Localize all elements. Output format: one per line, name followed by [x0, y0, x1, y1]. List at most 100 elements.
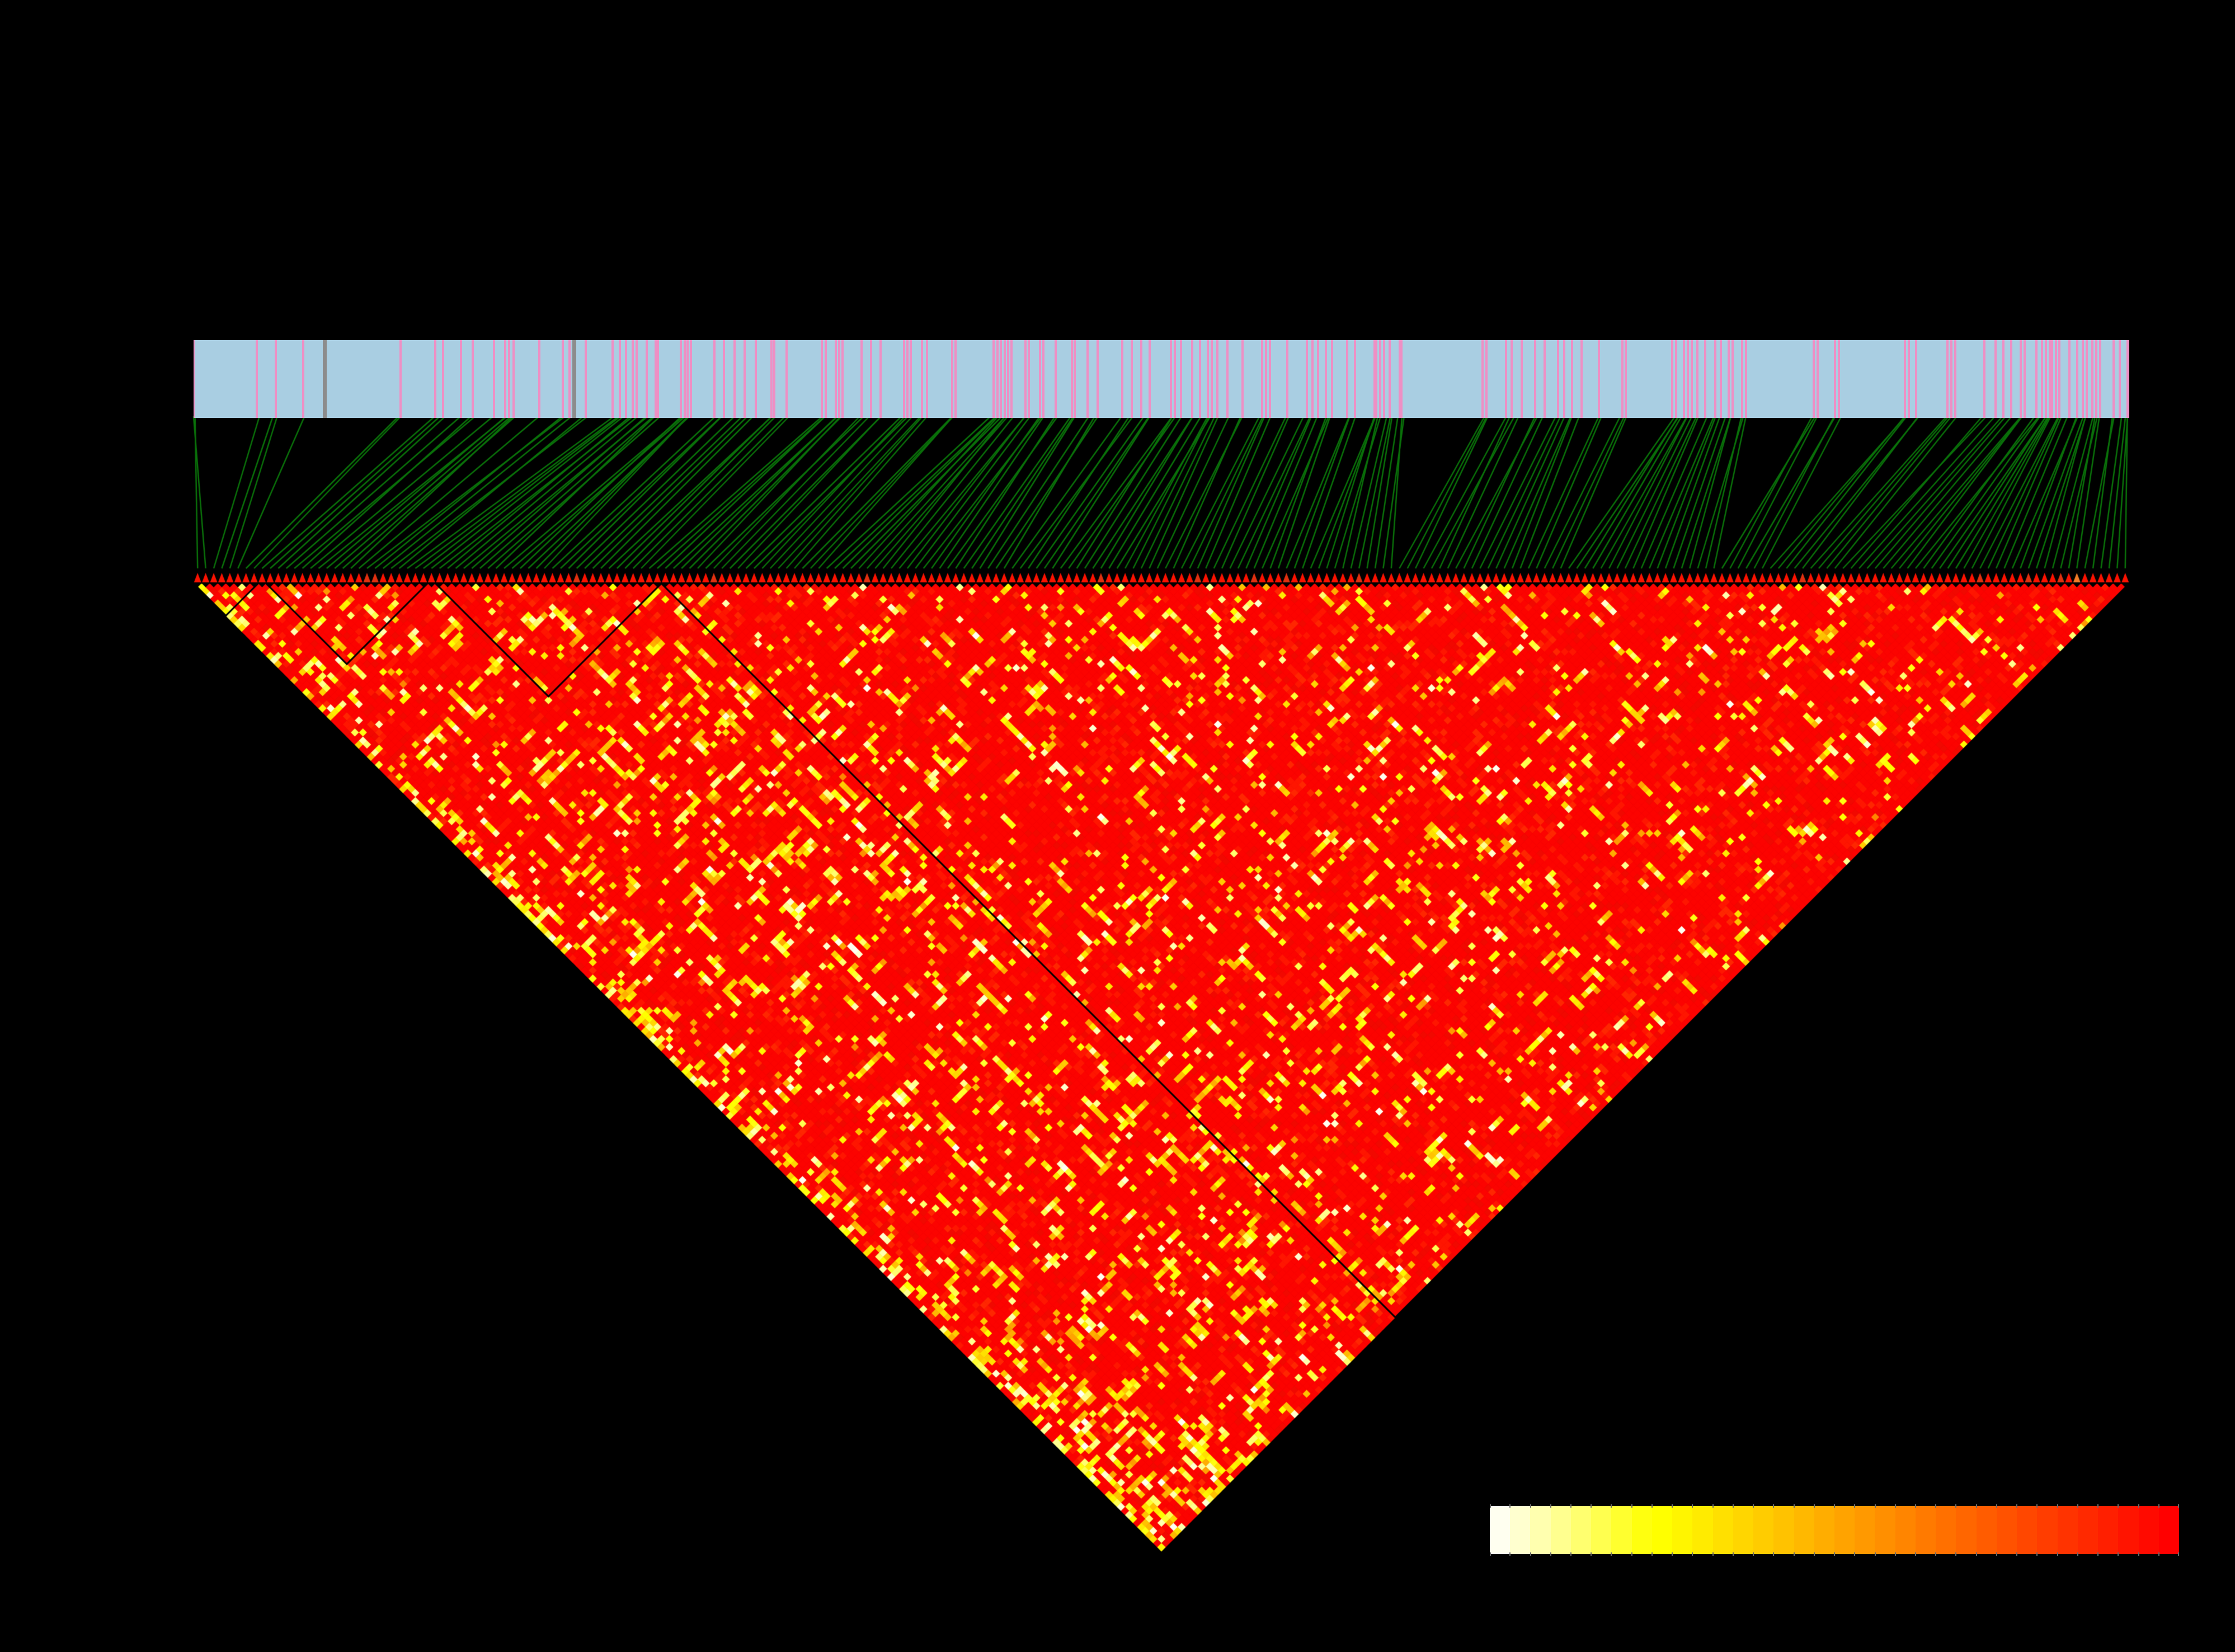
- color-key-boundary-tick: [1834, 1504, 1835, 1508]
- color-key-boundary-tick: [2178, 1552, 2179, 1556]
- color-key-block: [1631, 1506, 1652, 1554]
- snp-position-tick: [683, 340, 686, 418]
- snp-position-tick: [689, 340, 692, 418]
- color-key-boundary-tick: [1874, 1504, 1876, 1508]
- snp-position-tick: [723, 340, 726, 418]
- snp-position-tick: [459, 340, 462, 418]
- color-key-block: [1692, 1506, 1713, 1554]
- snp-position-tick: [508, 340, 511, 418]
- snp-position-tick: [618, 340, 621, 418]
- snp-position-tick: [1375, 340, 1378, 418]
- color-key-boundary-tick: [2097, 1552, 2099, 1556]
- color-key-boundary-tick: [1692, 1552, 1693, 1556]
- snp-position-tick: [441, 340, 444, 418]
- snp-position-tick: [1179, 340, 1182, 418]
- color-key-boundary-tick: [1530, 1504, 1531, 1508]
- snp-position-tick: [1325, 340, 1328, 418]
- color-key-boundary-tick: [1813, 1504, 1815, 1508]
- color-key-boundary-tick: [1732, 1552, 1734, 1556]
- color-key-boundary-tick: [2118, 1552, 2119, 1556]
- color-key-boundary-tick: [1611, 1504, 1612, 1508]
- snp-position-tick: [1131, 340, 1133, 418]
- snp-position-tick: [1121, 340, 1124, 418]
- snp-position-tick: [755, 340, 757, 418]
- snp-position-tick: [1038, 340, 1041, 418]
- snp-position-tick: [686, 340, 689, 418]
- snp-position-tick: [1006, 340, 1009, 418]
- snp-position-tick: [1317, 340, 1320, 418]
- color-key-boundary-tick: [1732, 1504, 1734, 1508]
- snp-position-tick: [1170, 340, 1173, 418]
- snp-position-tick: [785, 340, 788, 418]
- snp-position-tick: [2054, 340, 2057, 418]
- snp-position-tick: [2068, 340, 2071, 418]
- snp-position-tick: [1373, 340, 1376, 418]
- color-key-boundary-tick: [1914, 1504, 1916, 1508]
- color-key-block: [1712, 1506, 1733, 1554]
- snp-position-tick: [1704, 340, 1707, 418]
- color-key-boundary-tick: [2016, 1552, 2018, 1556]
- snp-position-tick: [2095, 340, 2098, 418]
- gray-position-tick: [572, 340, 577, 418]
- color-key-boundary-tick: [1773, 1504, 1775, 1508]
- snp-position-tick: [1983, 340, 1985, 418]
- snp-position-tick: [1907, 340, 1910, 418]
- color-key-boundary-tick: [1834, 1552, 1835, 1556]
- color-key-boundary-tick: [1975, 1504, 1977, 1508]
- color-key-boundary-tick: [2057, 1552, 2058, 1556]
- snp-position-tick: [1570, 340, 1573, 418]
- snp-position-tick: [1140, 340, 1142, 418]
- snp-position-tick: [1816, 340, 1819, 418]
- snp-position-tick: [2045, 340, 2048, 418]
- color-key-boundary-tick: [1591, 1504, 1592, 1508]
- color-key-boundary-tick: [1793, 1552, 1795, 1556]
- snp-position-tick: [2010, 340, 2012, 418]
- snp-position-tick: [1260, 340, 1263, 418]
- snp-position-tick: [1915, 340, 1918, 418]
- color-key-block: [1510, 1506, 1531, 1554]
- snp-position-tick: [2099, 340, 2102, 418]
- snp-position-tick: [1727, 340, 1730, 418]
- snp-position-tick: [1264, 340, 1267, 418]
- snp-position-tick: [2049, 340, 2052, 418]
- snp-position-tick: [1481, 340, 1484, 418]
- snp-position-tick: [654, 340, 657, 418]
- snp-position-tick: [1741, 340, 1743, 418]
- color-key-boundary-tick: [1631, 1504, 1632, 1508]
- color-key-boundary-tick: [1550, 1552, 1551, 1556]
- snp-position-tick: [773, 340, 775, 418]
- snp-position-tick: [2041, 340, 2044, 418]
- color-key-boundary-tick: [1935, 1552, 1937, 1556]
- snp-position-tick: [1994, 340, 1997, 418]
- snp-position-tick: [1207, 340, 1209, 418]
- color-key-block: [1530, 1506, 1551, 1554]
- color-key-boundary-tick: [1550, 1504, 1551, 1508]
- snp-position-tick: [1024, 340, 1027, 418]
- snp-position-tick: [1003, 340, 1006, 418]
- color-key-block: [2098, 1506, 2119, 1554]
- color-key-block: [1773, 1506, 1794, 1554]
- snp-position-tick: [1813, 340, 1815, 418]
- snp-position-tick: [1838, 340, 1840, 418]
- color-key-block: [1550, 1506, 1571, 1554]
- snp-position-tick: [770, 340, 773, 418]
- color-key-boundary-tick: [1490, 1504, 1491, 1508]
- snp-position-tick: [820, 340, 823, 418]
- snp-position-tick: [568, 340, 571, 418]
- snp-position-tick: [1074, 340, 1076, 418]
- color-key-boundary-tick: [2178, 1504, 2179, 1508]
- color-key-block: [2017, 1506, 2038, 1554]
- snp-position-tick: [1191, 340, 1194, 418]
- snp-position-tick: [1520, 340, 1523, 418]
- snp-position-tick: [910, 340, 912, 418]
- snp-position-tick: [1954, 340, 1956, 418]
- color-key-boundary-tick: [1996, 1504, 1997, 1508]
- snp-position-tick: [1485, 340, 1488, 418]
- color-key-boundary-tick: [1509, 1504, 1511, 1508]
- snp-position-tick: [1504, 340, 1507, 418]
- snp-position-tick: [1149, 340, 1151, 418]
- snp-position-tick: [645, 340, 648, 418]
- snp-position-tick: [1714, 340, 1716, 418]
